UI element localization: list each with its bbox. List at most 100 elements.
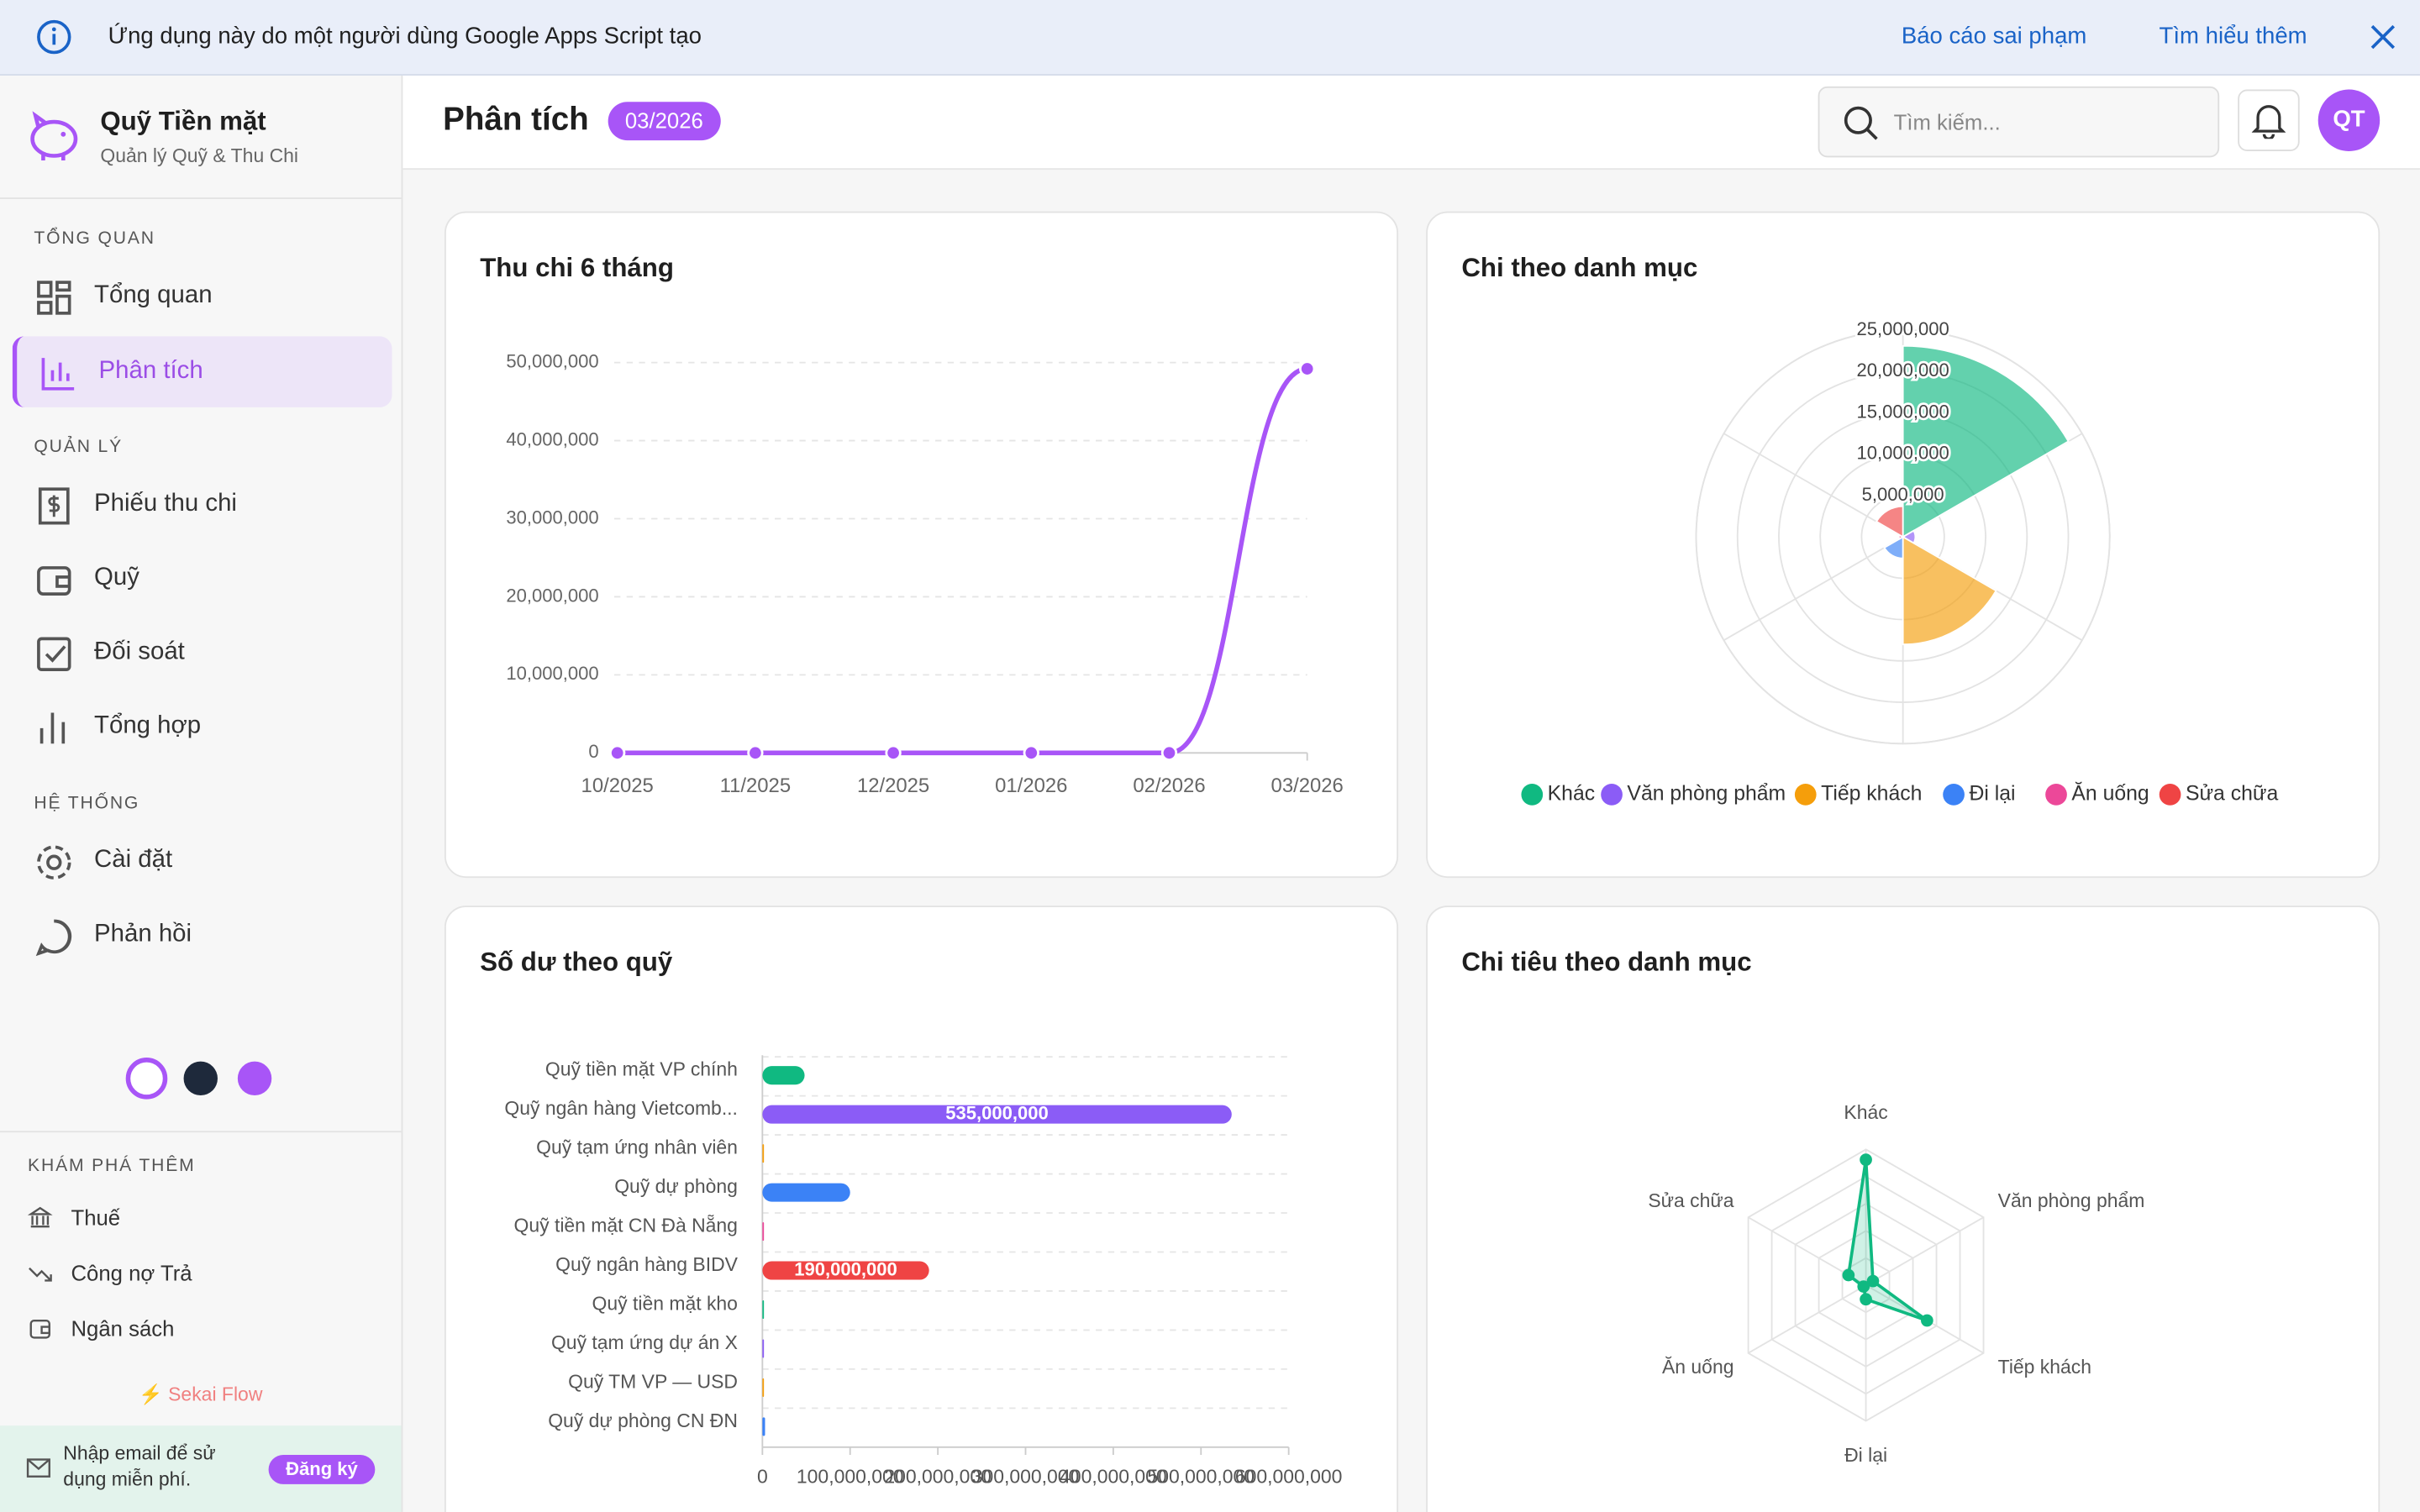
legend-swatch bbox=[1521, 784, 1544, 806]
bar bbox=[762, 1144, 765, 1163]
footer-brand: ⚡ Sekai Flow bbox=[139, 1383, 263, 1406]
nav-item[interactable]: Quỹ bbox=[13, 543, 387, 614]
section-title: QUẢN LÝ bbox=[34, 438, 124, 457]
nav-item[interactable]: Tổng quan bbox=[13, 260, 387, 331]
legend-label: Văn phòng phẩm bbox=[1627, 782, 1786, 805]
notification-button[interactable] bbox=[2238, 89, 2300, 151]
x-tick-label: 200,000,000 bbox=[884, 1466, 992, 1488]
value-label: 190,000,000 bbox=[794, 1258, 897, 1279]
legend-swatch bbox=[1794, 784, 1817, 806]
radar-label: Khác bbox=[1844, 1101, 1887, 1123]
section-title: TỔNG QUAN bbox=[34, 229, 155, 249]
x-tick-label: 12/2025 bbox=[857, 774, 929, 797]
x-tick-label: 600,000,000 bbox=[1235, 1466, 1343, 1488]
y-tick-label: Quỹ tiền mặt VP chính bbox=[545, 1058, 738, 1080]
legend-swatch bbox=[2159, 784, 2181, 806]
card-title: Chi tiêu theo danh mục bbox=[1461, 947, 1752, 977]
x-tick-label: 100,000,000 bbox=[797, 1466, 904, 1488]
theme-dot[interactable] bbox=[237, 1061, 272, 1096]
value-label: 535,000,000 bbox=[945, 1102, 1049, 1123]
y-tick-label: 0 bbox=[588, 741, 598, 762]
nav-item[interactable]: Đối soát bbox=[13, 617, 387, 688]
explore-label: Thuế bbox=[71, 1205, 121, 1230]
r-tick-label: 5,000,000 bbox=[1862, 484, 1944, 505]
bar bbox=[762, 1105, 1232, 1124]
chart-card: Chi tiêu theo danh mục bbox=[1426, 906, 2381, 1512]
legend-swatch bbox=[1943, 784, 1965, 806]
y-tick-label: Quỹ tiền mặt CN Đà Nẵng bbox=[514, 1215, 738, 1236]
line bbox=[617, 366, 1308, 756]
polar-spoke bbox=[1723, 433, 1904, 538]
period-badge[interactable]: 03/2026 bbox=[608, 102, 721, 141]
signup-text: Nhập email để sử dụng miễn phí. bbox=[63, 1442, 216, 1491]
bar bbox=[762, 1339, 765, 1358]
polar-sector bbox=[1883, 535, 1904, 559]
x-tick-label: 02/2026 bbox=[1133, 774, 1205, 797]
point bbox=[1023, 744, 1039, 761]
close-button[interactable] bbox=[2369, 24, 2396, 51]
x-tick-label: 11/2025 bbox=[720, 774, 791, 797]
sidebar: Quỹ Tiền mặt Quản lý Quỹ & Thu Chi TỔNG … bbox=[0, 75, 403, 1512]
legend-swatch bbox=[2045, 784, 2067, 806]
search-box[interactable]: Tìm kiếm... bbox=[1818, 86, 2220, 158]
y-tick-label: 40,000,000 bbox=[506, 428, 598, 449]
explore-link[interactable]: Thuế bbox=[27, 1205, 120, 1234]
top-bar: Phân tích 03/2026 Tìm kiếm... QT bbox=[402, 75, 2420, 171]
y-tick-label: Quỹ tiền mặt kho bbox=[592, 1293, 738, 1315]
point bbox=[1299, 360, 1316, 377]
bar bbox=[762, 1299, 765, 1320]
brand-name: Quỹ Tiền mặt bbox=[100, 106, 266, 136]
info-icon bbox=[37, 19, 71, 55]
page-title: Phân tích bbox=[443, 102, 589, 138]
legend-swatch bbox=[1601, 784, 1623, 806]
point bbox=[885, 744, 902, 761]
nav-item-active[interactable]: Phân tích bbox=[12, 336, 392, 407]
y-tick-label: Quỹ tạm ứng dự án X bbox=[551, 1331, 738, 1353]
footer-brand-text: Sekai Flow bbox=[168, 1383, 263, 1406]
theme-dot[interactable] bbox=[183, 1061, 218, 1096]
signup-button[interactable]: Đăng ký bbox=[268, 1455, 376, 1484]
x-tick-label: 03/2026 bbox=[1271, 774, 1344, 797]
radar-label: Ăn uống bbox=[1662, 1356, 1733, 1378]
bar bbox=[762, 1378, 765, 1397]
theme-dot[interactable] bbox=[125, 1058, 168, 1100]
explore-link[interactable]: Công nợ Trả bbox=[28, 1261, 192, 1290]
radar-spoke bbox=[1865, 1216, 1985, 1286]
nav-item[interactable]: Phản hồi bbox=[13, 900, 387, 970]
x-tick-label: 01/2026 bbox=[995, 774, 1067, 797]
y-tick-label: Quỹ dự phòng CN ĐN bbox=[548, 1410, 738, 1431]
explore-link[interactable]: Ngân sách bbox=[28, 1316, 174, 1346]
polar-sector bbox=[1902, 535, 1997, 646]
r-tick-label: 10,000,000 bbox=[1857, 443, 1949, 464]
radar-point bbox=[1921, 1314, 1933, 1327]
info-banner: Ứng dụng này do một người dùng Google Ap… bbox=[0, 0, 2420, 76]
y-tick-label: Quỹ ngân hàng BIDV bbox=[555, 1253, 738, 1275]
r-tick-label: 15,000,000 bbox=[1857, 401, 1949, 422]
y-tick-label: 30,000,000 bbox=[506, 507, 598, 528]
nav-item[interactable]: Cài đặt bbox=[13, 826, 387, 896]
brand-tagline: Quản lý Quỹ & Thu Chi bbox=[100, 144, 299, 167]
learn-more-link[interactable]: Tìm hiểu thêm bbox=[2159, 23, 2307, 50]
r-tick-label: 25,000,000 bbox=[1857, 318, 1949, 339]
polar-sector bbox=[1902, 344, 2070, 538]
report-link[interactable]: Báo cáo sai phạm bbox=[1901, 23, 2087, 50]
nav-item[interactable]: Tổng hợp bbox=[13, 691, 387, 762]
bar bbox=[762, 1066, 805, 1085]
x-tick-label: 300,000,000 bbox=[972, 1466, 1080, 1488]
chart-card: Số dư theo quỹ bbox=[444, 906, 1399, 1512]
banner-message: Ứng dụng này do một người dùng Google Ap… bbox=[108, 23, 702, 50]
point bbox=[609, 744, 626, 761]
bar bbox=[762, 1417, 765, 1436]
nav-item[interactable]: Phiếu thu chi bbox=[13, 469, 387, 539]
theme-picker bbox=[125, 1058, 272, 1100]
x-tick-label: 400,000,000 bbox=[1060, 1466, 1167, 1488]
bar bbox=[762, 1222, 765, 1242]
avatar[interactable]: QT bbox=[2317, 89, 2381, 151]
point bbox=[1160, 744, 1178, 761]
legend-label: Tiếp khách bbox=[1821, 782, 1922, 805]
radar-point bbox=[1860, 1153, 1872, 1166]
card-title: Chi theo danh mục bbox=[1461, 253, 1698, 283]
nav-label: Tổng quan bbox=[94, 282, 213, 309]
